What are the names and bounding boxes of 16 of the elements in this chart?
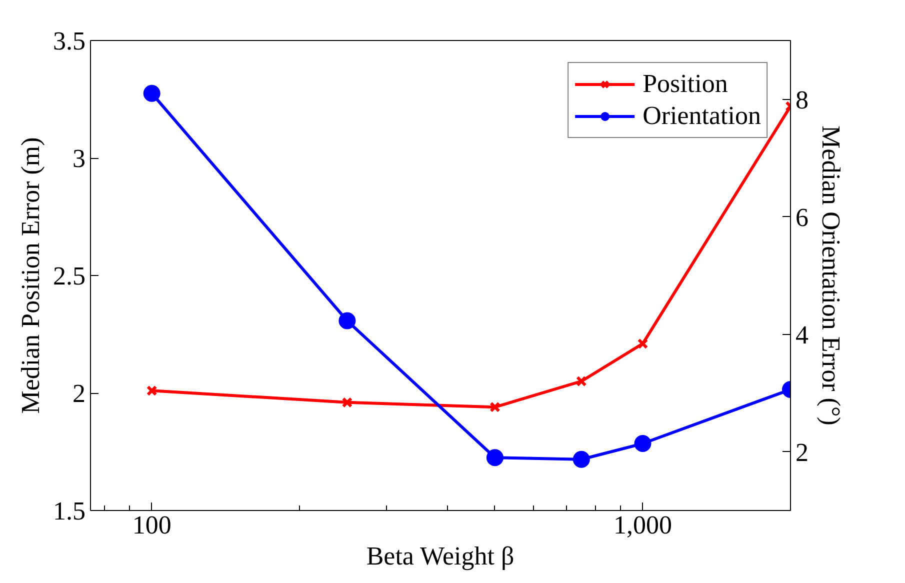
x-tick-label: 1,000 bbox=[613, 510, 672, 540]
y2-tick-label: 8 bbox=[796, 85, 808, 114]
x-tick-label: 100 bbox=[132, 510, 172, 540]
legend-label: Orientation bbox=[642, 101, 761, 131]
y-tick-label: 3 bbox=[72, 144, 86, 173]
y2-tick-label: 2 bbox=[796, 438, 808, 467]
y-tick-label: 2.5 bbox=[53, 262, 86, 290]
y-axis-title: Median Position Error (m) bbox=[16, 137, 45, 414]
y2-axis-title: Median Orientation Error (°) bbox=[816, 126, 846, 426]
legend-label: Position bbox=[642, 69, 728, 99]
y-tick-label: 2 bbox=[72, 379, 86, 408]
y-tick-label: 1.5 bbox=[53, 496, 86, 526]
y-tick-label: 3.5 bbox=[53, 26, 86, 56]
y2-tick-label: 6 bbox=[796, 202, 808, 232]
y2-tick-label: 4 bbox=[796, 320, 808, 350]
x-axis-title: Beta Weight β bbox=[366, 542, 514, 570]
